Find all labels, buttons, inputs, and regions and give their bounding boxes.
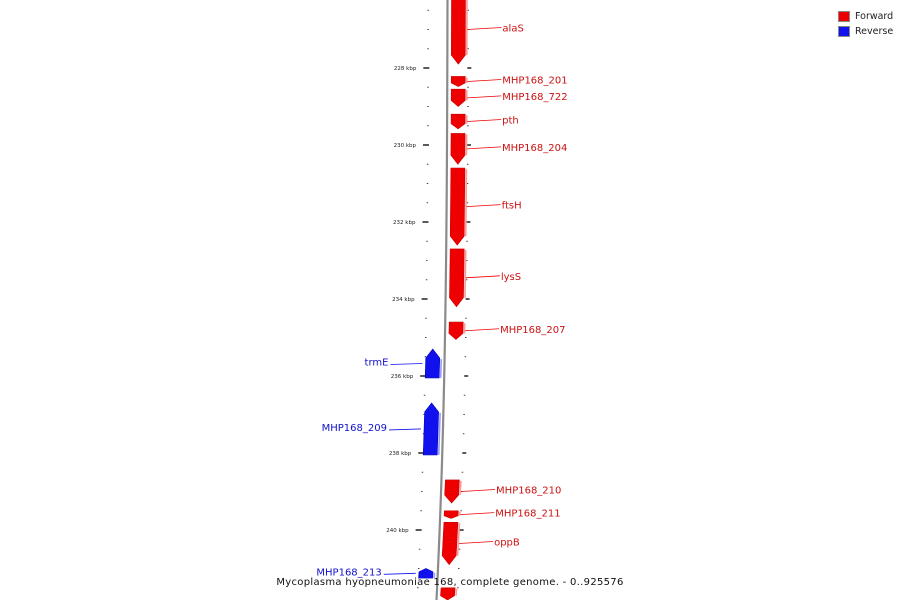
gene-oppb[interactable] <box>441 521 461 566</box>
gene-alas[interactable] <box>451 0 468 65</box>
gene-arrow[interactable] <box>449 248 465 308</box>
genome-caption: Mycoplasma hyopneumoniae 168, complete g… <box>276 577 624 588</box>
gene-label-leader <box>465 328 500 332</box>
gene-label[interactable]: MHP168_209 <box>322 423 387 434</box>
forward-swatch <box>838 11 850 22</box>
tick-label: 236 kbp <box>391 374 414 380</box>
gene-arrow-edge <box>456 523 461 556</box>
gene-label-leader <box>388 428 421 431</box>
gene-mhp168-204[interactable] <box>450 133 468 165</box>
gene-label[interactable]: ftsH <box>502 201 522 212</box>
gene-label-leader <box>460 512 495 515</box>
gene-arrow[interactable] <box>450 76 466 87</box>
tick-label: 234 kbp <box>392 297 415 303</box>
gene-label-leader <box>459 541 494 544</box>
gene-ftsh[interactable] <box>449 167 468 246</box>
gene-mhp168-722[interactable] <box>450 88 468 107</box>
gene-label[interactable]: MHP168_722 <box>502 92 567 103</box>
gene-arrow[interactable] <box>424 348 441 379</box>
gene-mhp168-213[interactable] <box>418 568 436 579</box>
tick-label: 228 kbp <box>394 66 417 72</box>
genome-backbone <box>435 0 449 600</box>
gene-arrow[interactable] <box>451 0 466 65</box>
gene-arrow[interactable] <box>443 510 459 519</box>
legend: Forward Reverse <box>838 9 893 39</box>
gene-arrow-edge <box>464 169 468 237</box>
tick-layer: 228 kbp 230 kbp 232 kbp 234 kbp 236 kbp 238 k… <box>386 9 472 589</box>
gene-label-leader <box>467 95 502 99</box>
gene-mhp168-210[interactable] <box>444 479 462 504</box>
gene-mhp168-209[interactable] <box>422 402 441 456</box>
gene-arrow[interactable] <box>448 321 464 340</box>
gene-label[interactable]: oppB <box>494 537 520 548</box>
legend-reverse-label: Reverse <box>855 26 894 37</box>
gene-arrow[interactable] <box>422 402 439 456</box>
gene-label[interactable]: MHP168_207 <box>500 325 565 336</box>
gene-arrow[interactable] <box>449 167 466 246</box>
gene-label[interactable]: MHP168_211 <box>495 509 560 520</box>
gene-label[interactable]: lysS <box>501 272 521 283</box>
gene-label-leader <box>390 363 423 365</box>
legend-forward-label: Forward <box>855 11 894 22</box>
gene-pth[interactable] <box>450 113 468 130</box>
gene-label[interactable]: MHP168_213 <box>316 567 381 578</box>
gene-label[interactable]: MHP168_210 <box>496 486 561 497</box>
gene-label-leader <box>465 275 500 279</box>
gene-label[interactable]: alaS <box>502 24 523 35</box>
tick-label: 230 kbp <box>394 143 417 149</box>
gene-arrow-edge <box>439 359 443 378</box>
gene-arrow-edge <box>437 412 441 455</box>
gene-label[interactable]: pth <box>502 116 519 127</box>
tick-label: 232 kbp <box>393 220 416 226</box>
gene-label-leader <box>461 489 496 492</box>
gene-arrow[interactable] <box>418 568 434 579</box>
gene-mhp168-207[interactable] <box>448 321 466 340</box>
gene-trme[interactable] <box>424 348 443 379</box>
gene-label-leader <box>466 204 501 207</box>
gene-label-leader <box>467 79 502 82</box>
gene-label[interactable]: trmE <box>365 357 389 368</box>
gene-label-leader <box>466 146 502 150</box>
gene-lyss[interactable] <box>449 248 467 308</box>
gene-mhp168-201[interactable] <box>450 76 468 87</box>
gene-arrow-edge <box>464 249 467 298</box>
gene-label-leader <box>383 572 416 575</box>
gene-arrow[interactable] <box>441 521 459 566</box>
gene-partial[interactable] <box>440 587 458 600</box>
gene-arrow[interactable] <box>450 113 466 130</box>
gene-label[interactable]: MHP168_204 <box>502 143 567 154</box>
gene-label-leader <box>467 27 502 30</box>
gene-label[interactable]: MHP168_201 <box>502 75 567 86</box>
gene-arrow-edge <box>455 588 458 596</box>
tick-label: 238 kbp <box>389 451 412 457</box>
gene-arrow[interactable] <box>450 133 466 165</box>
gene-arrow[interactable] <box>440 587 456 600</box>
gene-mhp168-211[interactable] <box>443 510 461 519</box>
gene-arrow[interactable] <box>450 88 466 107</box>
reverse-swatch <box>838 26 850 37</box>
gene-label-leader <box>467 119 502 122</box>
legend-item-forward: Forward <box>838 9 893 24</box>
gene-arrow-edge <box>459 480 462 496</box>
gene-arrow[interactable] <box>444 479 460 504</box>
legend-item-reverse: Reverse <box>838 24 893 39</box>
tick-label: 240 kbp <box>386 528 409 534</box>
gene-layer <box>418 0 468 600</box>
